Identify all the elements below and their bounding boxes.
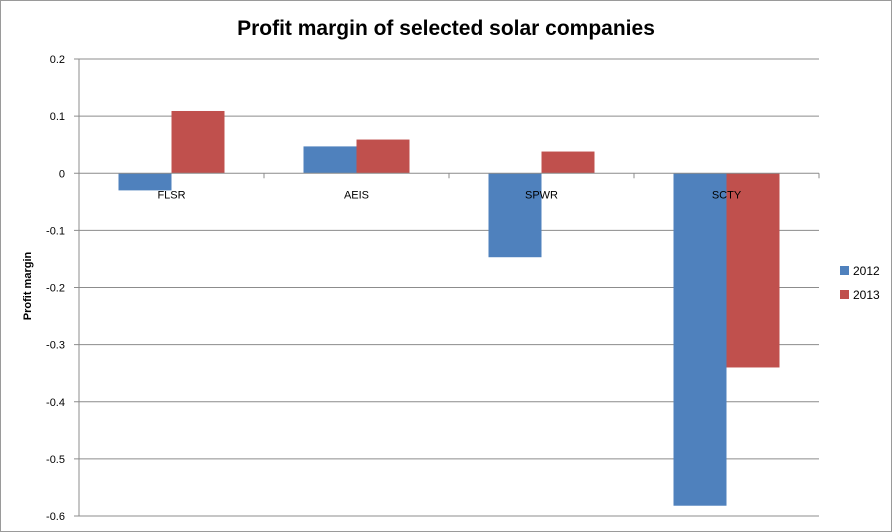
y-tick-label: -0.2 <box>46 283 65 295</box>
y-tick-label: 0.1 <box>50 111 65 123</box>
bar-2012-spwr <box>488 173 542 258</box>
legend-label-2013: 2013 <box>853 288 880 302</box>
bar-2013-flsr <box>171 110 225 174</box>
bar-2013-scty <box>726 173 780 368</box>
x-axis: FLSR AEIS SPWR SCTY <box>78 172 820 201</box>
bar-2013-spwr <box>541 151 595 174</box>
y-axis: 0.2 0.1 0 -0.1 -0.2 -0.3 -0.4 -0.5 -0.6 <box>46 54 80 523</box>
y-tick-label: -0.3 <box>46 340 65 352</box>
legend-label-2012: 2012 <box>853 264 880 278</box>
legend: 2012 2013 <box>840 264 880 302</box>
x-tick-label: SCTY <box>712 189 742 201</box>
bars <box>118 110 780 506</box>
legend-swatch-2012 <box>840 266 849 275</box>
bar-2013-aeis <box>356 139 410 174</box>
y-tick-label: -0.5 <box>46 454 65 466</box>
y-tick-label: -0.1 <box>46 225 65 237</box>
y-tick-label: 0 <box>59 168 65 180</box>
legend-swatch-2013 <box>840 290 849 299</box>
chart-title: Profit margin of selected solar companie… <box>237 17 655 40</box>
bar-2012-scty <box>673 173 727 506</box>
y-tick-label: -0.6 <box>46 511 65 523</box>
x-tick-label: FLSR <box>157 189 185 201</box>
x-tick-label: SPWR <box>525 189 558 201</box>
bar-2012-flsr <box>118 173 172 191</box>
y-tick-label: -0.4 <box>46 397 65 409</box>
bar-2012-aeis <box>303 146 357 174</box>
x-tick-label: AEIS <box>344 189 369 201</box>
y-axis-label: Profit margin <box>22 251 34 320</box>
y-tick-label: 0.2 <box>50 54 65 66</box>
